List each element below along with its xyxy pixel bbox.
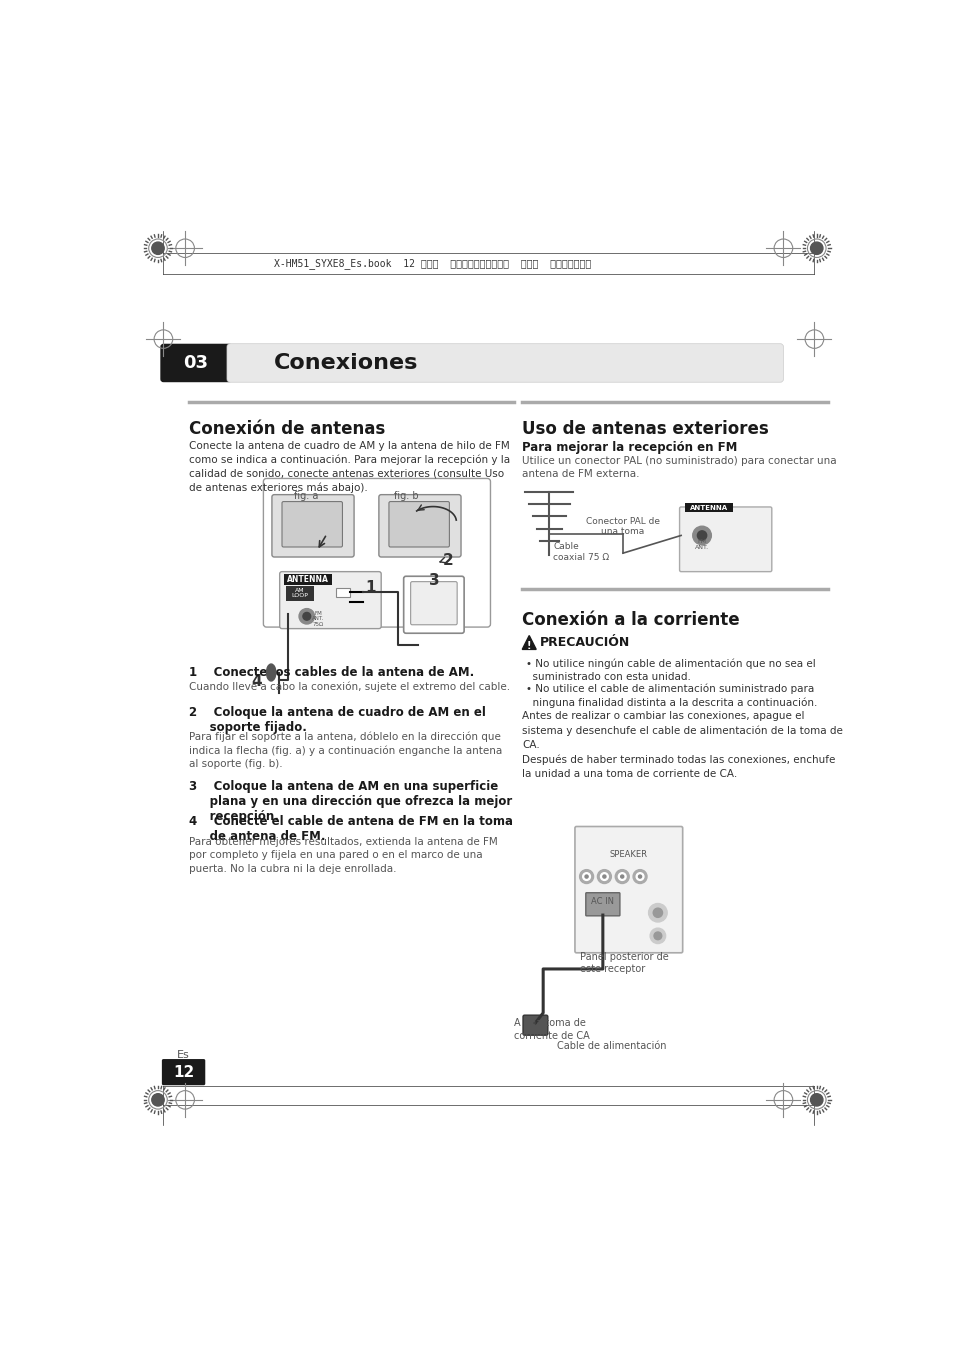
Text: 12: 12 (172, 1065, 194, 1080)
Text: FM
ANT.: FM ANT. (694, 539, 708, 549)
FancyBboxPatch shape (522, 1015, 547, 1035)
Ellipse shape (266, 664, 275, 680)
Text: 4: 4 (251, 674, 261, 688)
Text: AM
LOOP: AM LOOP (291, 589, 308, 598)
Circle shape (633, 869, 646, 883)
Text: • No utilice el cable de alimentación suministrado para
  ninguna finalidad dist: • No utilice el cable de alimentación su… (525, 683, 817, 707)
Text: Conexión de antenas: Conexión de antenas (189, 420, 385, 437)
Text: Uso de antenas exteriores: Uso de antenas exteriores (521, 420, 768, 437)
Circle shape (597, 869, 611, 883)
Text: A una toma de
corriente de CA: A una toma de corriente de CA (514, 1018, 590, 1041)
Circle shape (618, 872, 625, 880)
Text: Es: Es (177, 1050, 190, 1060)
Text: 2    Coloque la antena de cuadro de AM en el
     soporte fijado.: 2 Coloque la antena de cuadro de AM en e… (189, 706, 485, 734)
Text: AC IN: AC IN (591, 898, 614, 906)
FancyBboxPatch shape (279, 571, 381, 629)
Circle shape (152, 1094, 164, 1106)
FancyBboxPatch shape (403, 576, 464, 633)
FancyBboxPatch shape (389, 502, 449, 547)
Circle shape (654, 931, 661, 940)
Text: SPEAKER: SPEAKER (609, 849, 647, 859)
Text: Utilice un conector PAL (no suministrado) para conectar una
antena de FM externa: Utilice un conector PAL (no suministrado… (521, 456, 836, 479)
Circle shape (582, 872, 590, 880)
FancyBboxPatch shape (282, 502, 342, 547)
Text: Conecte la antena de cuadro de AM y la antena de hilo de FM
como se indica a con: Conecte la antena de cuadro de AM y la a… (189, 440, 510, 493)
Text: 03: 03 (183, 354, 209, 373)
Text: ANTENNA: ANTENNA (689, 505, 727, 510)
Text: Cable de alimentación: Cable de alimentación (557, 1041, 666, 1052)
Text: FM
ANT.
75Ω: FM ANT. 75Ω (312, 610, 324, 626)
Circle shape (653, 909, 661, 918)
Circle shape (602, 875, 605, 878)
Text: 4    Conecte el cable de antena de FM en la toma
     de antena de FM.: 4 Conecte el cable de antena de FM en la… (189, 815, 513, 842)
Text: Para mejorar la recepción en FM: Para mejorar la recepción en FM (521, 440, 737, 454)
FancyBboxPatch shape (286, 586, 314, 601)
Text: !: ! (526, 640, 531, 651)
Text: Para fijar el soporte a la antena, dóblelo en la dirección que
indica la flecha : Para fijar el soporte a la antena, dóble… (189, 732, 501, 769)
Text: 3: 3 (428, 572, 438, 587)
Circle shape (152, 242, 164, 254)
FancyBboxPatch shape (284, 574, 332, 585)
FancyBboxPatch shape (160, 344, 233, 382)
Circle shape (620, 875, 623, 878)
FancyBboxPatch shape (263, 478, 490, 628)
Circle shape (648, 903, 666, 922)
FancyBboxPatch shape (585, 892, 619, 915)
Text: fig. b: fig. b (394, 491, 418, 501)
FancyBboxPatch shape (575, 826, 682, 953)
Text: Conector PAL de
una toma: Conector PAL de una toma (585, 517, 659, 536)
Text: • No utilice ningún cable de alimentación que no sea el
  suministrado con esta : • No utilice ningún cable de alimentació… (525, 659, 815, 682)
Circle shape (810, 1094, 822, 1106)
Text: Conexión a la corriente: Conexión a la corriente (521, 612, 740, 629)
FancyBboxPatch shape (272, 494, 354, 558)
Circle shape (615, 869, 629, 883)
FancyBboxPatch shape (378, 494, 460, 558)
Circle shape (638, 875, 641, 878)
Text: PRECAUCIÓN: PRECAUCIÓN (539, 636, 630, 649)
Text: 2: 2 (443, 552, 454, 568)
Text: Cable
coaxial 75 Ω: Cable coaxial 75 Ω (553, 541, 609, 562)
Text: Cuando lleve a cabo la conexión, sujete el extremo del cable.: Cuando lleve a cabo la conexión, sujete … (189, 682, 510, 693)
FancyBboxPatch shape (410, 582, 456, 625)
Circle shape (810, 242, 822, 254)
Circle shape (584, 875, 587, 878)
Circle shape (636, 872, 643, 880)
Text: Conexiones: Conexiones (274, 352, 418, 373)
Polygon shape (521, 636, 536, 649)
Text: 3    Coloque la antena de AM en una superficie
     plana y en una dirección que: 3 Coloque la antena de AM en una superfi… (189, 780, 512, 824)
Text: 1    Conecte los cables de la antena de AM.: 1 Conecte los cables de la antena de AM. (189, 667, 474, 679)
FancyBboxPatch shape (679, 508, 771, 571)
FancyBboxPatch shape (684, 504, 732, 513)
Circle shape (579, 869, 593, 883)
Circle shape (692, 526, 711, 544)
Circle shape (697, 531, 706, 540)
FancyBboxPatch shape (162, 1058, 205, 1085)
Circle shape (649, 929, 665, 944)
FancyBboxPatch shape (227, 344, 782, 382)
Circle shape (599, 872, 608, 880)
FancyBboxPatch shape (335, 587, 350, 597)
Text: ANTENNA: ANTENNA (287, 575, 329, 583)
Text: Antes de realizar o cambiar las conexiones, apague el
sistema y desenchufe el ca: Antes de realizar o cambiar las conexion… (521, 711, 842, 779)
Text: X-HM51_SYXE8_Es.book  12 ページ  ２０１３年３月２８日  木曜日  午後５時１７分: X-HM51_SYXE8_Es.book 12 ページ ２０１３年３月２８日 木… (274, 258, 591, 269)
Text: Panel posterior de
este receptor: Panel posterior de este receptor (579, 952, 668, 973)
Text: Para obtener mejores resultados, extienda la antena de FM
por completo y fijela : Para obtener mejores resultados, extiend… (189, 837, 497, 873)
Circle shape (298, 609, 314, 624)
Text: fig. a: fig. a (294, 491, 317, 501)
Text: 1: 1 (365, 579, 375, 594)
Circle shape (303, 613, 311, 620)
